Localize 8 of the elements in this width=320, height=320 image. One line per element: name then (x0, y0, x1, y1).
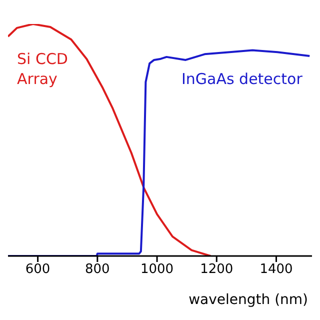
x-axis-title: wavelength (nm) (188, 292, 308, 308)
series-label: Si CCD Array (17, 50, 68, 88)
x-tick-label: 1200 (200, 262, 234, 278)
x-tick-label: 800 (85, 262, 110, 278)
x-tick-label: 600 (25, 262, 50, 278)
x-tick-label: 1400 (260, 262, 293, 278)
series-label: InGaAs detector (181, 70, 304, 88)
x-tick-label: 1000 (140, 262, 174, 278)
